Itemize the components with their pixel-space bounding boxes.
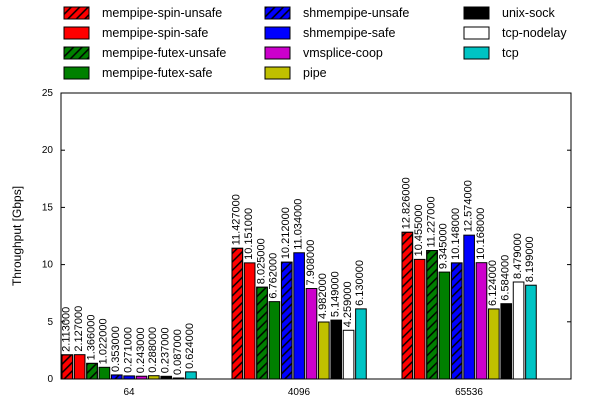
svg-text:10.455000: 10.455000	[413, 204, 425, 256]
svg-text:tcp: tcp	[502, 46, 519, 60]
svg-text:9.345000: 9.345000	[438, 223, 450, 269]
svg-text:mempipe-futex-safe: mempipe-futex-safe	[102, 66, 213, 80]
svg-text:10.151000: 10.151000	[243, 208, 255, 260]
svg-text:6.584000: 6.584000	[500, 255, 512, 301]
svg-text:64: 64	[123, 387, 135, 398]
svg-text:0.243000: 0.243000	[135, 327, 147, 373]
svg-text:4096: 4096	[288, 387, 311, 398]
svg-text:10.148000: 10.148000	[450, 208, 462, 260]
svg-text:10: 10	[42, 260, 54, 271]
svg-text:11.227000: 11.227000	[425, 196, 437, 247]
svg-text:6.130000: 6.130000	[354, 260, 366, 306]
svg-text:0.353000: 0.353000	[110, 326, 122, 372]
svg-text:11.427000: 11.427000	[231, 194, 243, 245]
svg-text:0.271000: 0.271000	[122, 327, 134, 373]
svg-text:1.022000: 1.022000	[98, 318, 110, 364]
svg-text:4.982000: 4.982000	[317, 273, 329, 319]
svg-text:4.259000: 4.259000	[342, 281, 354, 327]
svg-text:8.479000: 8.479000	[512, 233, 524, 279]
svg-text:0.237000: 0.237000	[160, 327, 172, 373]
svg-text:8.025000: 8.025000	[255, 238, 267, 284]
svg-text:unix-sock: unix-sock	[502, 6, 556, 20]
svg-text:2.127000: 2.127000	[73, 306, 85, 352]
svg-text:vmsplice-coop: vmsplice-coop	[303, 46, 383, 60]
svg-text:2.113000: 2.113000	[61, 307, 73, 352]
svg-text:11.034000: 11.034000	[292, 199, 304, 250]
svg-text:65536: 65536	[455, 387, 483, 398]
svg-text:6.124000: 6.124000	[487, 260, 499, 306]
svg-text:8.199000: 8.199000	[524, 236, 536, 282]
svg-text:0.288000: 0.288000	[147, 327, 159, 373]
svg-text:1.366000: 1.366000	[85, 314, 97, 360]
svg-text:0.087000: 0.087000	[172, 329, 184, 375]
svg-text:0.624000: 0.624000	[184, 323, 196, 369]
svg-text:10.212000: 10.212000	[280, 207, 292, 259]
svg-text:Throughput [Gbps]: Throughput [Gbps]	[10, 186, 24, 286]
svg-text:0: 0	[47, 374, 53, 385]
svg-text:tcp-nodelay: tcp-nodelay	[502, 26, 567, 40]
svg-text:7.908000: 7.908000	[305, 240, 317, 286]
svg-text:5: 5	[47, 317, 53, 328]
svg-text:6.762000: 6.762000	[268, 253, 280, 299]
svg-text:mempipe-spin-unsafe: mempipe-spin-unsafe	[102, 6, 222, 20]
svg-text:mempipe-futex-unsafe: mempipe-futex-unsafe	[102, 46, 226, 60]
svg-text:12.574000: 12.574000	[462, 180, 474, 232]
svg-text:25: 25	[42, 88, 54, 99]
svg-text:5.149000: 5.149000	[330, 271, 342, 317]
svg-text:shmempipe-unsafe: shmempipe-unsafe	[303, 6, 409, 20]
svg-text:pipe: pipe	[303, 66, 327, 80]
svg-text:10.168000: 10.168000	[475, 208, 487, 260]
svg-text:mempipe-spin-safe: mempipe-spin-safe	[102, 26, 208, 40]
svg-text:15: 15	[42, 202, 54, 213]
svg-text:20: 20	[42, 145, 54, 156]
svg-text:12.826000: 12.826000	[401, 177, 413, 229]
svg-text:shmempipe-safe: shmempipe-safe	[303, 26, 395, 40]
